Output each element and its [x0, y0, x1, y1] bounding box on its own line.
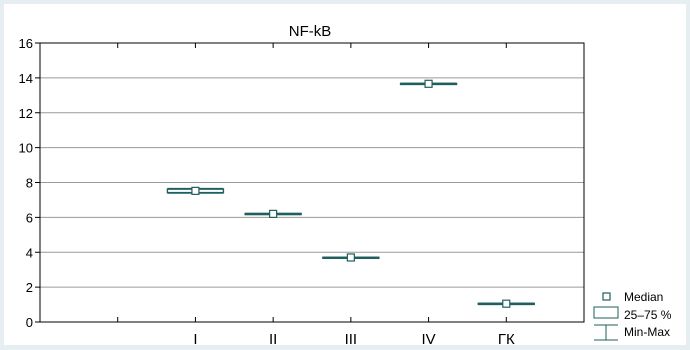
y-tick-label: 12	[19, 106, 33, 121]
box-1	[166, 186, 225, 195]
y-tick-label: 8	[26, 176, 33, 191]
median-marker	[502, 299, 511, 308]
y-tick-label: 4	[26, 245, 33, 260]
legend-label: 25–75 %	[624, 308, 672, 322]
box-2	[244, 209, 302, 218]
y-tick-label: 6	[26, 210, 33, 225]
x-tick-label: ГК	[498, 331, 515, 345]
legend-median-symbol	[602, 292, 611, 301]
y-tick-label: 2	[26, 280, 33, 295]
median-marker	[424, 79, 433, 88]
y-tick-label: 10	[19, 141, 33, 156]
x-tick-label: IV	[421, 331, 435, 345]
boxes	[166, 79, 535, 308]
x-tick-label: I	[193, 331, 197, 345]
y-tick-label: 16	[19, 36, 33, 51]
x-tick-label: II	[269, 331, 277, 345]
median-marker	[191, 186, 200, 195]
gridlines	[40, 43, 584, 322]
legend-box-symbol	[593, 306, 619, 319]
chart-title: NF-kB	[289, 23, 332, 40]
y-tick-label: 14	[19, 71, 33, 86]
plot-frame	[39, 42, 585, 323]
legend: Median 25–75 % Min-Max	[593, 290, 672, 341]
median-marker	[346, 253, 355, 262]
box-3	[322, 253, 380, 262]
median-marker	[269, 209, 278, 218]
y-tick-label: 0	[26, 315, 33, 330]
box-4	[399, 79, 458, 88]
legend-label: Median	[624, 290, 663, 304]
x-tick-label: III	[345, 331, 358, 345]
legend-label: Min-Max	[624, 325, 670, 339]
box-5	[477, 299, 535, 308]
